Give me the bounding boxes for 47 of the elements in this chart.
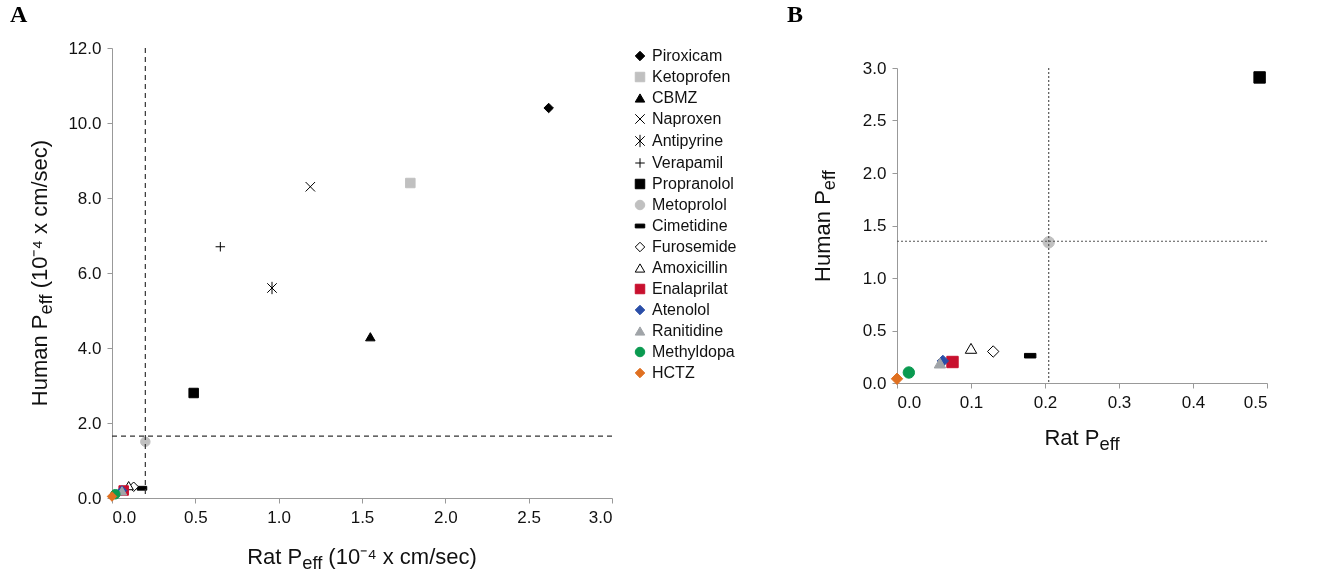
legend-label: Atenolol	[652, 301, 710, 318]
y-tick-label: 0.5	[862, 321, 887, 340]
x-axis-title: Rat P$_{eff}$	[1044, 425, 1120, 456]
x-axis-title: Rat P$_{eff}$ (10⁻⁴ x cm/sec)	[247, 543, 477, 575]
chart-title: B	[787, 1, 804, 27]
x-tick-label: 0.3	[1107, 392, 1132, 412]
chart-title: A	[10, 1, 28, 27]
x-tick-label: 0.0	[897, 392, 922, 412]
legend-label: Amoxicillin	[652, 259, 728, 276]
legend-label: Naproxen	[652, 110, 722, 127]
x-tick-label: 0.5	[1243, 392, 1268, 412]
x-tick-label: 0.2	[1033, 392, 1058, 412]
x-tick-label: 0.4	[1181, 392, 1206, 412]
legend-label: Methyldopa	[652, 343, 735, 360]
legend-label: CBMZ	[652, 89, 698, 106]
x-tick-label: 3.0	[588, 507, 613, 527]
y-tick-label: 3.0	[862, 58, 887, 78]
x-tick-label: 1.0	[267, 507, 291, 527]
legend-label: Metoprolol	[652, 196, 727, 213]
y-tick-label: 10.0	[68, 113, 102, 133]
y-tick-label: 2.0	[862, 163, 887, 183]
x-tick-label: 0.1	[959, 392, 984, 412]
x-tick-label: 0.0	[112, 507, 137, 527]
y-tick-label: 6.0	[77, 263, 102, 283]
legend-label: Furosemide	[652, 238, 737, 255]
legend-label: Cimetidine	[652, 217, 728, 234]
x-tick-label: 2.0	[434, 507, 458, 527]
y-tick-label: 1.0	[862, 268, 887, 288]
legend-label: Ranitidine	[652, 322, 724, 339]
legend-label: Enalaprilat	[652, 280, 729, 297]
y-tick-label: 0.0	[862, 373, 887, 393]
legend-label: Piroxicam	[652, 47, 723, 64]
legend-label: Ketoprofen	[652, 68, 731, 85]
legend-label: Antipyrine	[652, 132, 724, 149]
y-tick-label: 0.0	[77, 488, 102, 508]
legend-label: HCTZ	[652, 364, 695, 381]
x-tick-label: 0.5	[184, 507, 208, 527]
legend-label: Verapamil	[652, 154, 724, 171]
x-tick-label: 2.5	[517, 507, 541, 527]
y-tick-label: 2.5	[862, 111, 887, 130]
y-tick-label: 12.0	[68, 38, 102, 58]
y-tick-label: 8.0	[77, 188, 102, 208]
y-tick-label: 2.0	[77, 413, 102, 433]
y-tick-label: 4.0	[77, 338, 102, 358]
x-tick-label: 1.5	[350, 507, 375, 527]
y-tick-label: 1.5	[862, 216, 887, 235]
legend-label: Propranolol	[652, 175, 734, 192]
